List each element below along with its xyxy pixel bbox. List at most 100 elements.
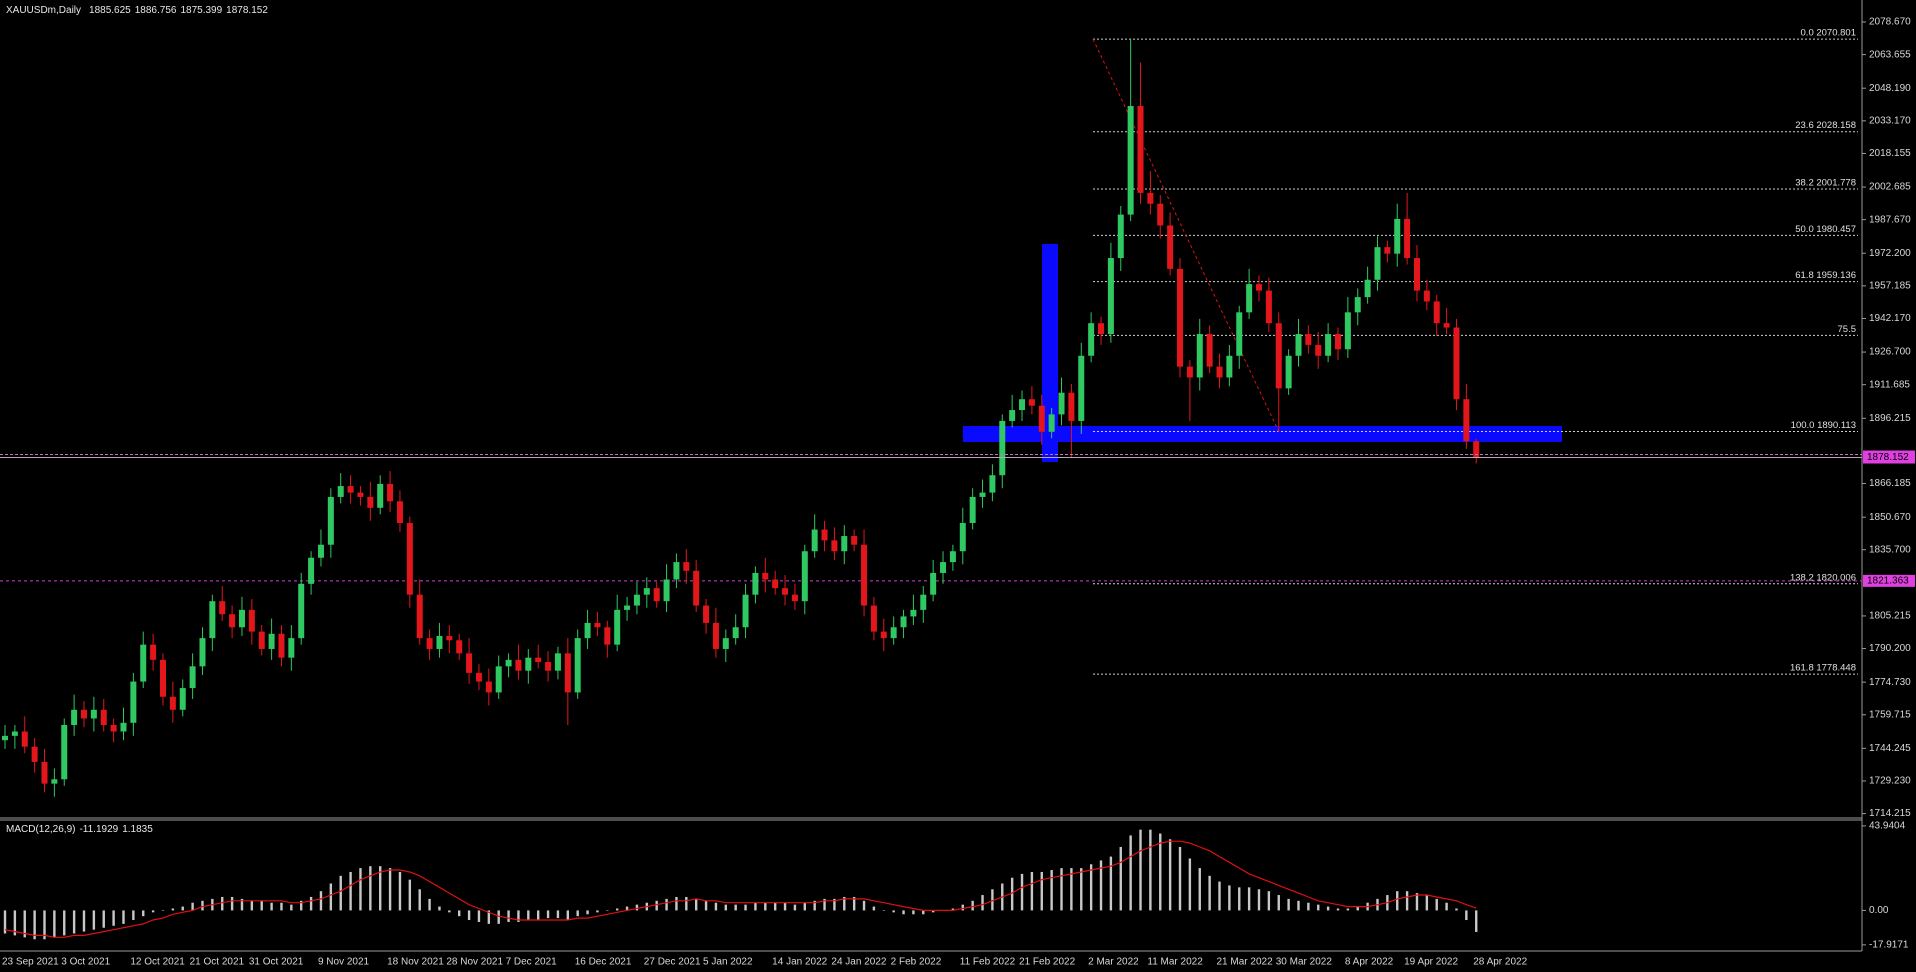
y-tick-label: 2048.190 — [1869, 83, 1911, 94]
macd-header: MACD(12,26,9) -11.1929 1.1835 — [6, 824, 153, 835]
candle-body — [1019, 399, 1026, 411]
macd-bar — [369, 866, 372, 911]
candle-body — [940, 562, 947, 573]
x-tick-label: 12 Oct 2021 — [130, 957, 185, 968]
candle-body — [140, 644, 147, 682]
candle-body — [209, 601, 216, 639]
macd-bar — [1109, 856, 1113, 911]
macd-bar — [13, 910, 17, 936]
macd-bar — [744, 904, 747, 911]
candle-body — [1275, 323, 1282, 389]
macd-bar — [191, 902, 194, 911]
candle-body — [1038, 405, 1045, 432]
macd-bar — [230, 896, 234, 911]
macd-bar — [1129, 835, 1132, 911]
macd-bar — [922, 910, 925, 915]
candle-body — [1453, 327, 1460, 400]
macd-bar — [477, 910, 481, 922]
candle-body — [298, 583, 305, 639]
macd-bar — [566, 910, 570, 921]
macd-bar — [1465, 910, 1468, 921]
macd-bar — [181, 906, 184, 911]
candle-body — [791, 594, 798, 602]
macd-bar — [685, 896, 688, 911]
candle-body — [1394, 218, 1401, 254]
x-tick-label: 31 Oct 2021 — [249, 957, 304, 968]
candle-body — [673, 562, 680, 580]
y-tick-label: 1987.670 — [1869, 214, 1911, 225]
candle-body — [189, 666, 196, 689]
macd-bar — [596, 910, 599, 913]
macd-bar — [1040, 871, 1043, 911]
macd-bar — [1356, 906, 1359, 911]
macd-bar — [448, 910, 451, 913]
candle-body — [861, 544, 868, 606]
candle-body — [1433, 301, 1440, 324]
fib-label: 50.0 1980.457 — [1795, 224, 1856, 235]
y-tick-label: 1744.245 — [1869, 743, 1911, 754]
y-tick-label: 1866.185 — [1869, 478, 1911, 489]
candle-body — [377, 483, 384, 508]
macd-bar — [1050, 870, 1053, 911]
candle-body — [327, 496, 334, 545]
macd-bar — [1238, 887, 1241, 911]
macd-bar — [714, 902, 718, 911]
price-tag — [1863, 450, 1915, 464]
x-tick-label: 19 Apr 2022 — [1404, 957, 1458, 968]
macd-bar — [309, 896, 313, 911]
macd-bar — [655, 900, 658, 911]
macd-bar — [53, 910, 56, 938]
macd-bar — [1188, 858, 1192, 911]
macd-bar — [63, 910, 66, 936]
candle-body — [1127, 105, 1134, 215]
macd-bar — [665, 898, 668, 911]
y-tick-label: 2033.170 — [1869, 115, 1911, 126]
candle-body — [732, 627, 739, 639]
candle-body — [1028, 399, 1035, 406]
candle-body — [772, 579, 779, 589]
fib-label: 23.6 2028.158 — [1795, 120, 1856, 131]
candle-body — [1374, 247, 1381, 280]
candle-body — [969, 496, 976, 524]
macd-bar — [201, 900, 204, 911]
candle-body — [357, 492, 364, 497]
macd-bar — [438, 906, 441, 911]
macd-bar — [497, 910, 500, 924]
macd-bar — [1020, 873, 1024, 911]
candle-body — [1473, 441, 1480, 458]
candle-body — [159, 659, 166, 697]
candle-body — [683, 562, 690, 571]
candle-body — [317, 544, 324, 558]
y-tick-label: 1759.715 — [1869, 709, 1911, 720]
macd-bar — [1139, 829, 1142, 911]
candle-body — [219, 601, 226, 615]
signal-line — [4, 840, 1477, 938]
x-tick-label: 18 Nov 2021 — [387, 957, 444, 968]
candle-body — [367, 496, 374, 508]
candle-body — [416, 594, 423, 639]
macd-bar — [240, 898, 244, 911]
macd-bar — [1326, 906, 1330, 911]
candle-body — [841, 536, 848, 552]
macd-bar — [339, 875, 342, 911]
macd-bar — [161, 910, 165, 911]
y-tick-label: 1911.685 — [1869, 379, 1910, 390]
candle-body — [1236, 312, 1243, 356]
macd-bar — [1405, 891, 1409, 911]
macd-bar — [912, 910, 915, 915]
macd-bar — [102, 910, 105, 928]
fib-label: 100.0 1890.113 — [1791, 420, 1856, 431]
macd-bar — [536, 910, 540, 921]
x-tick-label: 5 Jan 2022 — [703, 957, 753, 968]
candle-body — [446, 635, 453, 641]
macd-bar — [3, 910, 7, 934]
candle-body — [1354, 297, 1361, 313]
macd-bar — [408, 879, 412, 911]
y-tick-label: 1972.200 — [1869, 248, 1911, 259]
candle-body — [406, 523, 413, 595]
macd-bar — [951, 908, 955, 911]
candle-body — [1068, 392, 1075, 421]
candle-body — [1177, 268, 1184, 367]
candle-body — [1137, 105, 1144, 193]
